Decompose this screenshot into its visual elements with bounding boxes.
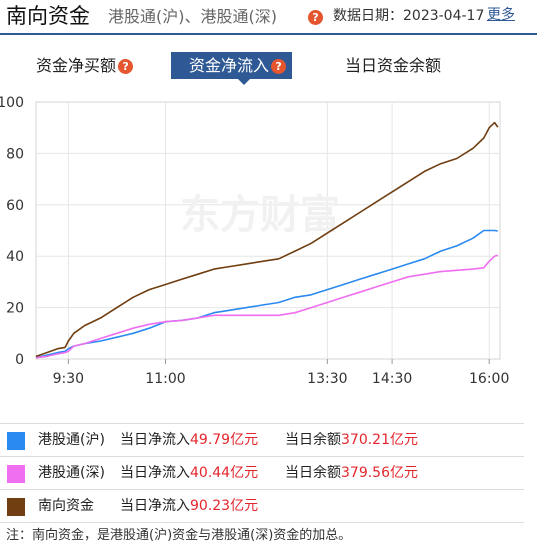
legend-swatch (7, 465, 25, 483)
x-axis: 9:30 11:00 13:30 14:30 16:00 (53, 359, 509, 387)
tab-net-inflow[interactable]: 资金净流入? (171, 52, 293, 79)
balance-value: 379.56亿元 (341, 465, 418, 481)
net-inflow-chart: 东方财富 0 20 40 60 80 100 9:30 11:00 13:30 14:30 16:… (0, 95, 509, 387)
tab-bar: 资金净买额? 资金净流入? 当日资金余额 (0, 50, 537, 85)
legend-swatch (7, 432, 25, 450)
inflow-value: 40.44亿元 (190, 465, 259, 481)
balance-label: 当日余额 (285, 432, 341, 448)
tab-label: 资金净流入 (189, 56, 270, 75)
tab-label: 当日资金余额 (345, 56, 442, 75)
x-tick-label: 13:30 (307, 371, 347, 387)
legend-inflow: 当日净流入49.79亿元 (120, 424, 258, 457)
legend-inflow: 当日净流入90.23亿元 (120, 490, 258, 523)
tab-label: 资金净买额 (36, 56, 117, 75)
legend-name: 南向资金 (38, 498, 94, 514)
legend-balance: 当日余额379.56亿元 (285, 457, 418, 490)
legend-name: 港股通(沪) (38, 432, 105, 448)
page-title: 南向资金 (6, 4, 90, 28)
inflow-value: 90.23亿元 (190, 498, 259, 514)
legend-table: 港股通(沪) 当日净流入49.79亿元 当日余额370.21亿元 港股通(深) … (0, 423, 524, 523)
y-tick-label: 0 (15, 352, 24, 368)
balance-value: 370.21亿元 (341, 432, 418, 448)
series-line (35, 254, 499, 359)
inflow-label: 当日净流入 (120, 465, 190, 481)
inflow-value: 49.79亿元 (190, 432, 259, 448)
header: 南向资金 港股通(沪)、港股通(深) ? 数据日期：2023-04-17 更多 (0, 0, 537, 35)
legend-row-hgt-sh: 港股通(沪) 当日净流入49.79亿元 当日余额370.21亿元 (0, 424, 524, 457)
series-line (35, 121, 499, 358)
legend-name: 港股通(深) (38, 465, 105, 481)
watermark: 东方财富 (180, 192, 340, 238)
x-tick-label: 14:30 (372, 371, 412, 387)
more-link[interactable]: 更多 (487, 7, 515, 23)
balance-label: 当日余额 (285, 465, 341, 481)
y-tick-label: 40 (6, 249, 24, 265)
legend-balance: 当日余额370.21亿元 (285, 424, 418, 457)
legend-row-hgt-sz: 港股通(深) 当日净流入40.44亿元 当日余额379.56亿元 (0, 457, 524, 490)
y-tick-label: 20 (6, 301, 24, 317)
active-tab-pointer (238, 79, 250, 85)
x-tick-label: 16:00 (469, 371, 509, 387)
y-tick-label: 60 (6, 198, 24, 214)
x-tick-label: 11:00 (145, 371, 185, 387)
tab-net-buy[interactable]: 资金净买额? (36, 52, 134, 79)
page-subtitle: 港股通(沪)、港股通(深) (108, 7, 277, 26)
legend-row-southbound: 南向资金 当日净流入90.23亿元 (0, 490, 524, 523)
help-icon[interactable]: ? (271, 59, 287, 74)
inflow-label: 当日净流入 (120, 432, 190, 448)
footnote: 注：南向资金，是港股通(沪)资金与港股通(深)资金的加总。 (6, 528, 352, 543)
plot-area (35, 101, 501, 360)
x-tick-label: 9:30 (53, 371, 84, 387)
inflow-label: 当日净流入 (120, 498, 190, 514)
series-lines (35, 121, 499, 359)
legend-swatch (7, 498, 25, 516)
data-date: 数据日期：2023-04-17 (333, 8, 485, 24)
legend-inflow: 当日净流入40.44亿元 (120, 457, 258, 490)
y-tick-label: 100 (0, 95, 24, 111)
y-tick-label: 80 (6, 146, 24, 162)
help-icon[interactable]: ? (118, 59, 134, 74)
tab-daily-balance[interactable]: 当日资金余额 (345, 52, 441, 79)
help-icon[interactable]: ? (308, 10, 323, 25)
y-axis: 0 20 40 60 80 100 (0, 95, 24, 368)
